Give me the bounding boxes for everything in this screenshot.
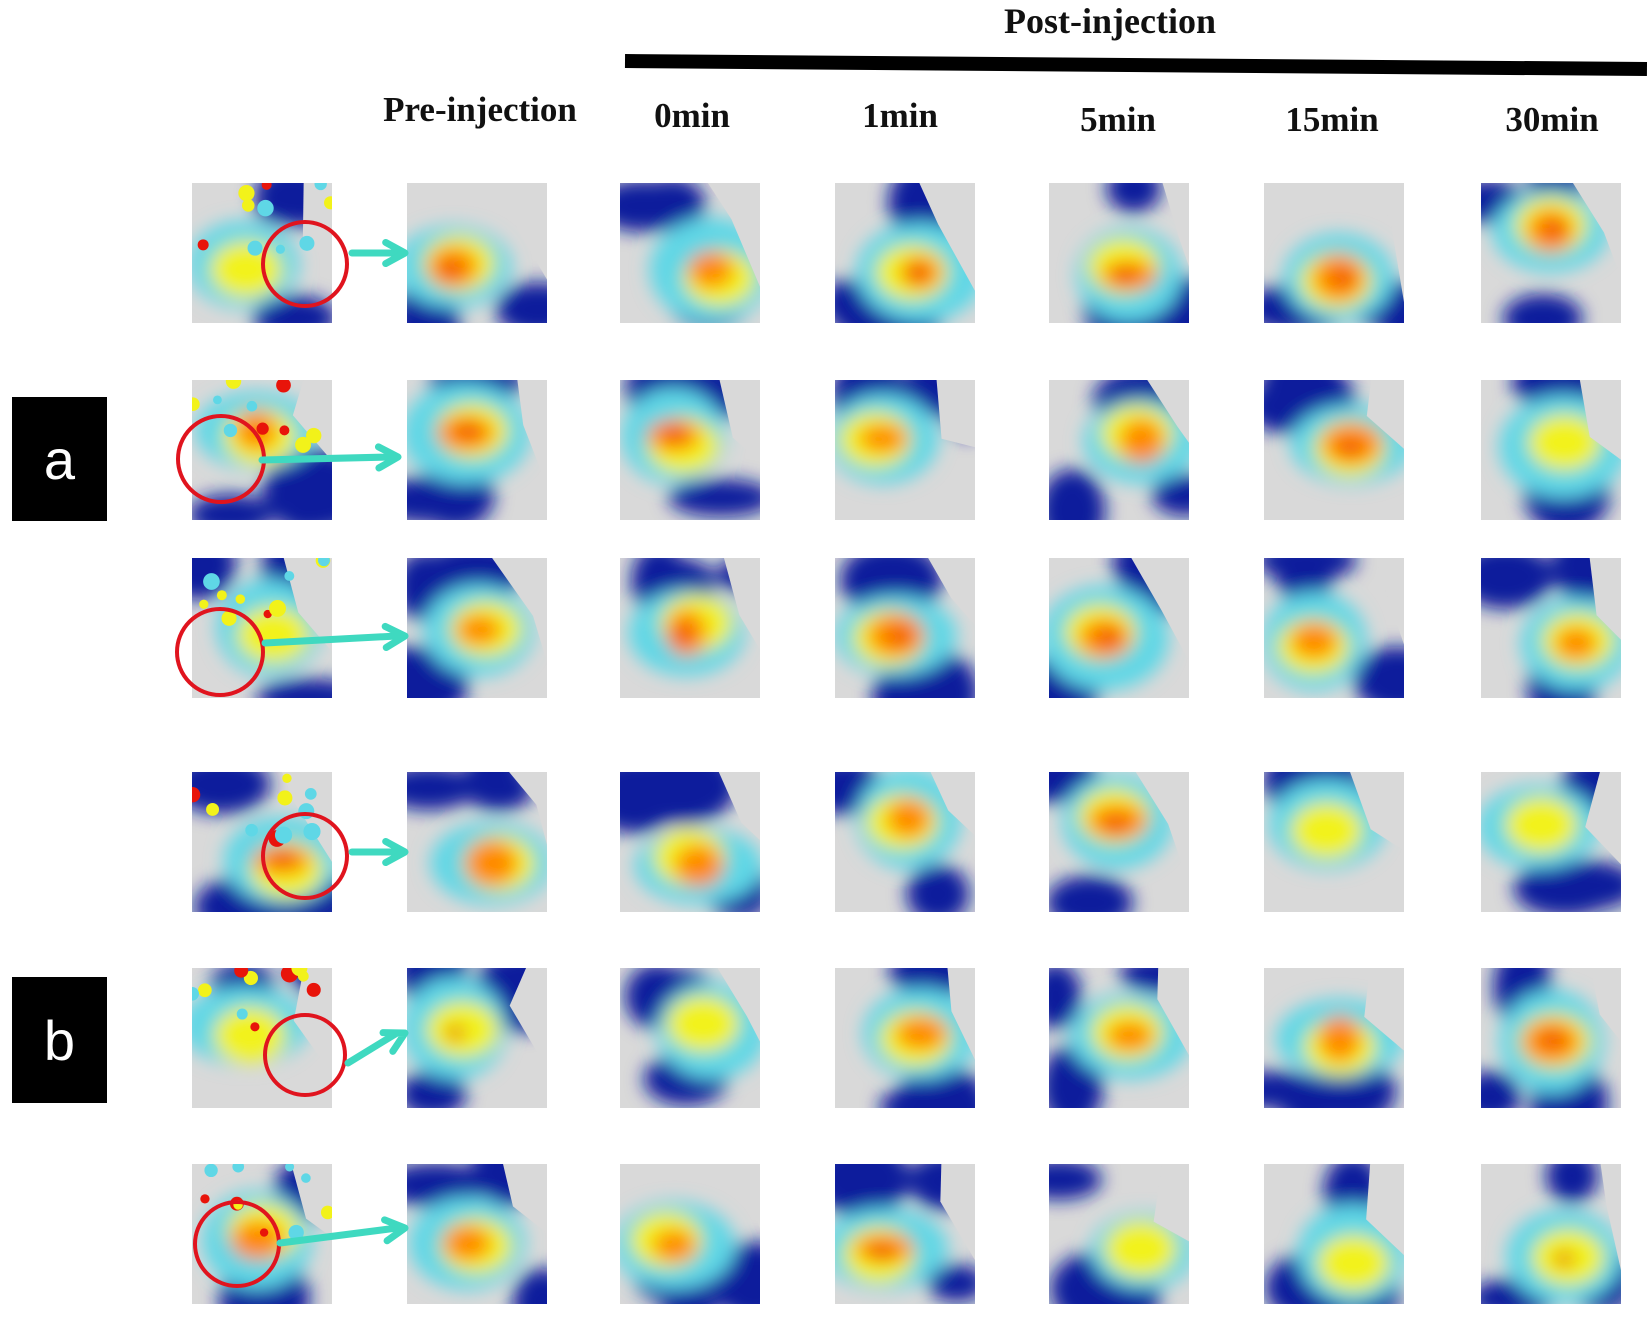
heatmap-thumbnail [620,772,760,912]
pre-injection-header: Pre-injection [383,90,577,129]
roi-arrow [344,1029,409,1067]
heatmap-thumbnail [1049,558,1189,698]
heatmap-thumbnail [620,1164,760,1304]
heatmap-thumbnail [1049,1164,1189,1304]
timepoint-header-1min: 1min [862,96,938,135]
timepoint-header-15min: 15min [1285,100,1379,139]
post-injection-bar [624,54,1648,77]
heatmap-thumbnail [835,183,975,323]
heatmap-thumbnail [192,558,332,698]
heatmap-thumbnail [1481,1164,1621,1304]
heatmap-thumbnail [407,380,547,520]
heatmap-thumbnail [407,183,547,323]
heatmap-thumbnail [1049,968,1189,1108]
post-injection-title: Post-injection [1004,1,1216,41]
heatmap-thumbnail [620,968,760,1108]
roi-arrow [348,837,409,867]
heatmap-thumbnail [407,772,547,912]
heatmap-thumbnail [835,1164,975,1304]
timepoint-header-5min: 5min [1080,100,1156,139]
heatmap-thumbnail [1264,380,1404,520]
heatmap-thumbnail [192,1164,332,1304]
heatmap-thumbnail [1481,772,1621,912]
heatmap-thumbnail [1264,183,1404,323]
heatmap-thumbnail [407,558,547,698]
heatmap-thumbnail [192,380,332,520]
heatmap-thumbnail [835,380,975,520]
heatmap-thumbnail [192,183,332,323]
heatmap-thumbnail [1481,968,1621,1108]
heatmap-thumbnail [1264,968,1404,1108]
group-label-a: a [12,397,107,521]
heatmap-thumbnail [407,968,547,1108]
heatmap-thumbnail [835,772,975,912]
heatmap-thumbnail [1481,380,1621,520]
heatmap-thumbnail [1481,183,1621,323]
heatmap-thumbnail [835,558,975,698]
heatmap-thumbnail [407,1164,547,1304]
heatmap-thumbnail [192,772,332,912]
heatmap-thumbnail [1049,380,1189,520]
timepoint-header-30min: 30min [1505,100,1599,139]
heatmap-thumbnail [620,380,760,520]
heatmap-thumbnail [620,183,760,323]
heatmap-thumbnail [1264,772,1404,912]
heatmap-thumbnail [192,968,332,1108]
heatmap-thumbnail [620,558,760,698]
heatmap-thumbnail [1481,558,1621,698]
timepoint-header-0min: 0min [654,96,730,135]
heatmap-thumbnail [1049,772,1189,912]
roi-arrow [348,238,409,268]
heatmap-thumbnail [835,968,975,1108]
group-label-b: b [12,977,107,1103]
heatmap-thumbnail [1049,183,1189,323]
heatmap-thumbnail [1264,1164,1404,1304]
heatmap-thumbnail [1264,558,1404,698]
